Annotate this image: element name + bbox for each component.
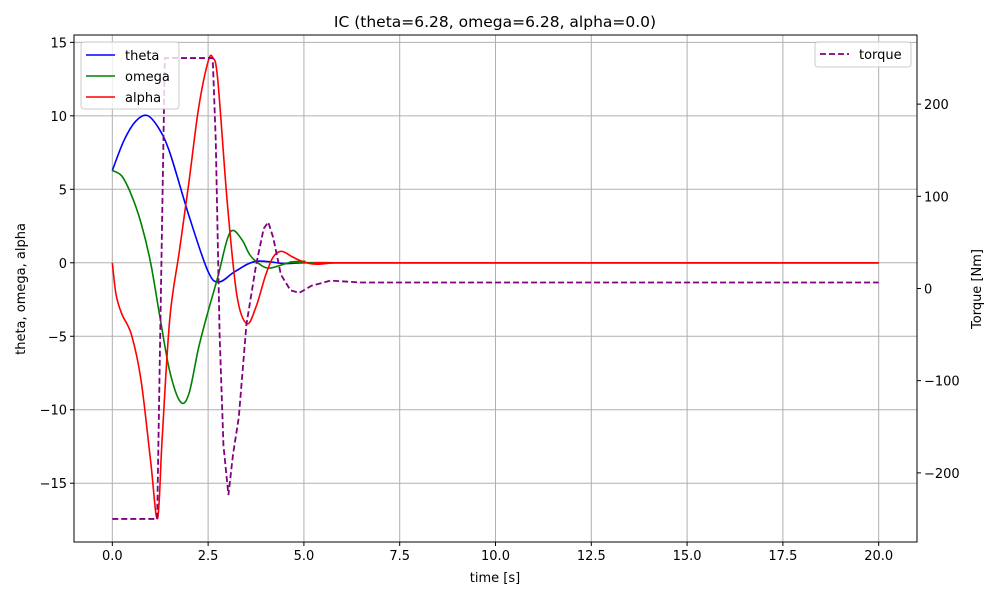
x-tick-label: 5.0 — [294, 549, 315, 564]
x-tick-label: 20.0 — [864, 549, 893, 564]
x-tick-label: 10.0 — [481, 549, 510, 564]
y-tick-label: −15 — [40, 477, 67, 492]
y-tick-label: 15 — [50, 36, 67, 51]
x-tick-label: 7.5 — [389, 549, 410, 564]
series-line-alpha — [111, 54, 879, 520]
x-tick-label: 17.5 — [768, 549, 797, 564]
y-ticks-right: 200 100 0 −100 −200 — [917, 98, 960, 482]
y-axis-label-right: Torque [Nm] — [970, 249, 985, 330]
series-line-torque — [112, 57, 879, 520]
legend-right: torque — [814, 41, 912, 68]
legend-label-torque: torque — [859, 48, 902, 63]
x-tick-label: 0.0 — [102, 549, 123, 564]
y-tick-label: 5 — [59, 183, 67, 198]
x-tick-label: 2.5 — [198, 549, 219, 564]
x-axis-label: time [s] — [470, 571, 520, 586]
grid — [74, 35, 917, 542]
legend-label-omega: omega — [125, 70, 170, 85]
y-right-tick-label: 0 — [924, 283, 932, 298]
y-right-tick-label: −100 — [924, 375, 960, 390]
y-right-tick-label: −200 — [924, 467, 960, 482]
y-tick-label: −5 — [48, 330, 67, 345]
legend-label-alpha: alpha — [125, 91, 161, 106]
x-tick-label: 15.0 — [673, 549, 702, 564]
x-tick-label: 12.5 — [577, 549, 606, 564]
y-tick-label: −10 — [40, 404, 67, 419]
x-ticks: 0.0 2.5 5.0 7.5 10.0 12.5 15.0 17.5 20.0 — [102, 542, 893, 564]
y-right-tick-label: 200 — [924, 98, 949, 113]
y-tick-label: 10 — [50, 110, 67, 125]
y-right-tick-label: 100 — [924, 190, 949, 205]
y-axis-label: theta, omega, alpha — [14, 223, 29, 355]
legend-label-theta: theta — [125, 49, 159, 64]
y-ticks-left: 15 10 5 0 −5 −10 −15 — [40, 36, 74, 492]
legend-left: theta omega alpha — [80, 41, 180, 110]
series-layer — [111, 54, 879, 520]
chart-title: IC (theta=6.28, omega=6.28, alpha=0.0) — [334, 13, 656, 31]
y-tick-label: 0 — [59, 257, 67, 272]
